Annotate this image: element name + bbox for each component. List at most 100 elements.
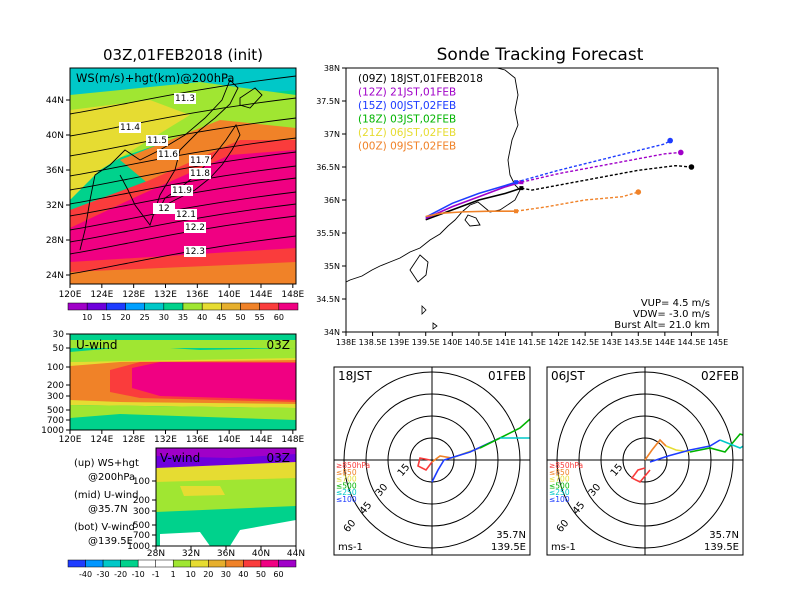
vwind-x-tick-label: 36N	[217, 549, 235, 559]
vwind-colorbar-swatch	[225, 559, 244, 568]
panel-note: (up) WS+hgt	[74, 458, 139, 469]
hodograph-level-legend: ≤250	[549, 488, 570, 497]
height-label-bg	[153, 203, 175, 214]
hodograph-plot-area	[334, 367, 530, 555]
ws-map-y-tick-label: 32N	[46, 201, 64, 211]
hodograph-lat: 35.7N	[709, 530, 739, 541]
hodograph-ring-label: 15	[396, 462, 413, 479]
hodograph-level-legend: ≤500	[336, 481, 357, 490]
hodograph-wind-trace	[689, 433, 743, 453]
height-label-bg	[171, 185, 193, 196]
hodograph-level-legend: ≤850	[549, 468, 570, 477]
vwind-time: 03Z	[267, 451, 291, 465]
hodograph-level-legend: ≤100	[336, 495, 357, 504]
track-line-solid	[425, 181, 517, 218]
vwind-y-tick-label: 200	[133, 496, 150, 506]
track-y-tick-label: 38N	[324, 64, 340, 73]
track-line-solid	[425, 181, 522, 220]
hodograph-wind-trace	[479, 418, 530, 449]
ws-colorbar-tick: 25	[140, 313, 150, 322]
vwind-colorbar-swatch	[260, 559, 279, 568]
ws-map-y-tick-label: 40N	[46, 131, 64, 141]
track-endpoint-marker	[635, 189, 642, 195]
track-y-tick-label: 35N	[324, 262, 340, 271]
vwind-colorbar-swatch	[102, 559, 121, 568]
vwind-colorbar-swatch	[85, 559, 104, 568]
track-x-tick-label: 139E	[389, 338, 409, 347]
track-y-tick-label: 37N	[324, 130, 340, 139]
ws-map-x-ticks: 120E 124E 128E 132E 136E 140E 144E 148E	[59, 284, 305, 300]
track-y-tick-label: 34.5N	[316, 295, 340, 304]
ws-map-x-tick-label: 124E	[90, 290, 113, 300]
ws-colorbar-tick: 15	[101, 313, 111, 322]
track-legend-entry: (15Z) 00JST,02FEB	[358, 100, 456, 112]
uwind-title: U-wind	[76, 338, 117, 352]
uwind-y-tick-label: 700	[47, 416, 64, 426]
vwind-colorbar-swatch	[120, 559, 139, 568]
panel-note: @139.5E	[88, 536, 133, 547]
hodograph-level-legend: ≥850hPa	[549, 461, 583, 470]
track-x-tick-label: 144.5E	[677, 338, 705, 347]
track-line-dashed	[521, 151, 681, 183]
height-label: 11.7	[190, 156, 210, 166]
track-x-tick-label: 144E	[655, 338, 675, 347]
hodograph-level-legend: ≤250	[336, 488, 357, 497]
hodograph-level-legend: ≤500	[549, 481, 570, 490]
uwind-frame	[69, 333, 297, 431]
track-midpoint-marker	[514, 209, 519, 214]
track-stat-line: VUP= 4.5 m/s	[641, 298, 710, 309]
hodograph-level-legend: ≤850	[336, 468, 357, 477]
vwind-y-tick-label: 100	[133, 477, 150, 487]
track-x-ticks: 138E 138.5E 139E 139.5E 140E 140.5E 141E 141.5E…	[336, 332, 728, 347]
track-x-tick-label: 140E	[442, 338, 462, 347]
hodograph-ring-label: 45	[571, 500, 588, 517]
hodograph-wind-trace	[644, 438, 667, 461]
ws-colorbar: 10 15 20 25 30 35 40 45 50 55 60	[67, 302, 299, 322]
height-labels: 11.3 11.4 11.5 11.6 11.7 11.8 11.912 12.1 12.2 12…	[119, 93, 211, 257]
hodograph-ring-label: 45	[358, 500, 375, 517]
vwind-x-tick-label: 32N	[182, 549, 200, 559]
track-stat-line: Burst Alt= 21.0 km	[614, 320, 710, 331]
ws-map-x-tick-label: 120E	[59, 290, 82, 300]
track-x-tick-label: 139.5E	[412, 338, 440, 347]
track-x-tick-label: 143.5E	[624, 338, 652, 347]
ws-colorbar-tick: 55	[255, 313, 265, 322]
ws-colorbar-swatch	[182, 302, 203, 311]
height-label-bg	[189, 168, 211, 179]
track-legend-entry: (00Z) 09JST,02FEB	[358, 141, 456, 153]
height-contour	[70, 235, 296, 275]
track-x-tick-label: 142.5E	[571, 338, 599, 347]
height-contour	[70, 97, 296, 137]
panel-note: (mid) U-wind	[74, 490, 138, 501]
hodograph-level-legend: ≥850hPa	[336, 461, 370, 470]
track-line-dashed	[515, 140, 671, 183]
ws-map-x-tick-label: 132E	[154, 290, 177, 300]
vwind-colorbar-swatch	[172, 559, 192, 568]
hodograph-ring-label: 60	[342, 518, 359, 535]
track-midpoint-marker	[519, 180, 524, 185]
height-label: 11.8	[190, 169, 210, 179]
height-label: 11.6	[158, 150, 178, 160]
ws-colorbar-swatch	[201, 302, 222, 311]
track-endpoint-marker	[667, 137, 673, 144]
vwind-x-tick-label: 44N	[287, 549, 305, 559]
ws-map-x-tick-label: 128E	[122, 290, 145, 300]
vwind-x-ticks: 28N 32N 36N 40N 44N	[147, 546, 305, 559]
hodograph-time-label: 06JST	[551, 369, 585, 383]
ws-map-inner-label: WS(m/s)+hgt(km)@200hPa	[76, 71, 234, 85]
track-endpoint-marker	[688, 164, 695, 170]
height-contour	[70, 75, 296, 115]
height-contour	[70, 165, 296, 205]
uwind-x-tick-label: 120E	[59, 435, 82, 445]
vwind-colorbar-swatch	[155, 559, 174, 568]
uwind-x-tick-label: 136E	[186, 435, 209, 445]
track-y-tick-label: 37.5N	[316, 97, 340, 106]
hodograph-frame	[333, 366, 531, 556]
ws-colorbar-tick: 30	[159, 313, 169, 322]
ws-colorbar-tick: 50	[235, 313, 245, 322]
track-x-tick-label: 138.5E	[359, 338, 387, 347]
